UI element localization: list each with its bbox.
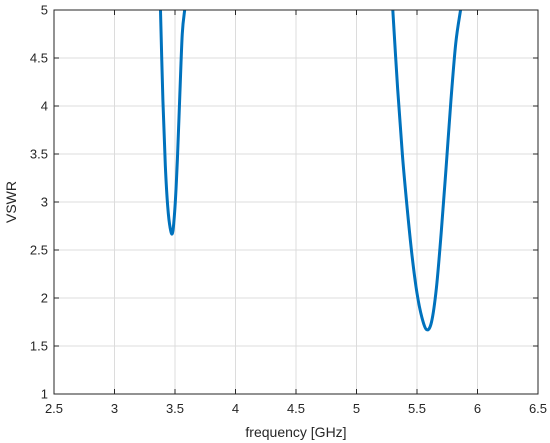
y-tick-label: 3 <box>41 195 48 210</box>
x-tick-label: 3 <box>111 401 118 416</box>
x-tick-label: 2.5 <box>45 401 63 416</box>
y-tick-label: 1.5 <box>30 339 48 354</box>
vswr-curve-segment <box>391 9 463 332</box>
y-tick-label: 2.5 <box>30 243 48 258</box>
y-tick-label: 2 <box>41 291 48 306</box>
x-tick-label: 6.5 <box>529 401 547 416</box>
x-tick-label: 4 <box>232 401 239 416</box>
x-tick-label: 5 <box>353 401 360 416</box>
x-tick-labels: 2.5 3 3.5 4 4.5 5 5.5 6 6.5 <box>45 401 547 416</box>
y-tick-label: 1 <box>41 387 48 402</box>
y-tick-label: 3.5 <box>30 147 48 162</box>
series-group <box>158 9 463 332</box>
y-tick-label: 4 <box>41 99 48 114</box>
x-tick-label: 4.5 <box>287 401 305 416</box>
y-tick-label: 4.5 <box>30 51 48 66</box>
vswr-curve-segment <box>158 9 187 236</box>
y-axis-title: VSWR <box>3 181 19 223</box>
tick-marks <box>53 9 539 395</box>
x-tick-label: 6 <box>474 401 481 416</box>
x-tick-label: 5.5 <box>408 401 426 416</box>
x-tick-label: 3.5 <box>166 401 184 416</box>
y-tick-labels: 1 1.5 2 2.5 3 3.5 4 4.5 5 <box>30 3 48 402</box>
y-tick-label: 5 <box>41 3 48 18</box>
x-axis-title: frequency [GHz] <box>245 424 346 440</box>
